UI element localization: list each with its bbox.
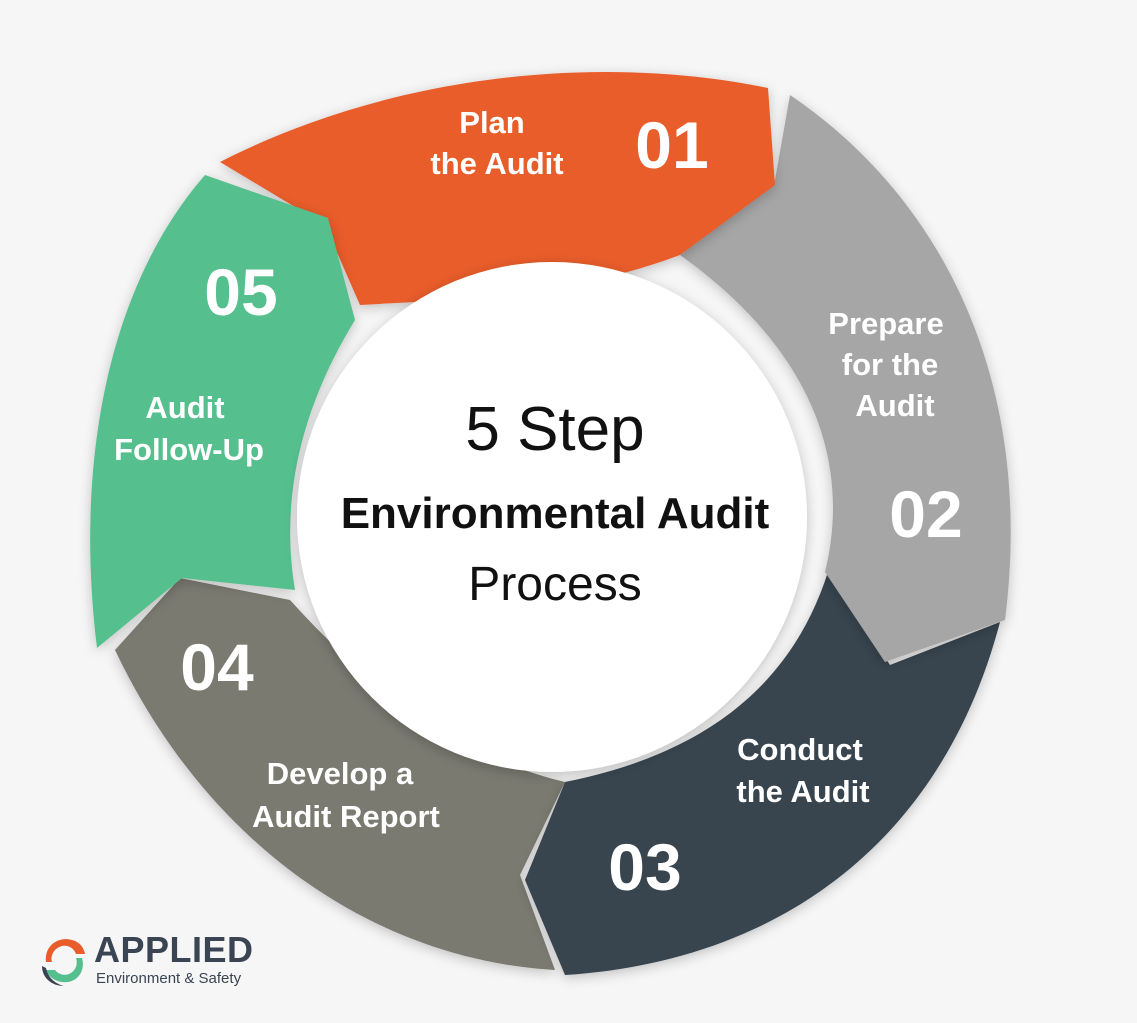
step-02-label-line1: Prepare xyxy=(828,306,943,341)
step-04-label-line2: Audit Report xyxy=(252,799,440,834)
segment-03 xyxy=(525,572,1000,975)
logo-title: APPLIED xyxy=(94,929,254,970)
step-05-label-line1: Audit xyxy=(145,390,224,425)
step-01-label-line1: Plan xyxy=(459,105,524,140)
applied-logo: APPLIED Environment & Safety xyxy=(36,930,276,1000)
center-title-line1: 5 Step xyxy=(465,395,644,464)
segment-05 xyxy=(90,175,355,648)
applied-logo-mark-icon xyxy=(42,939,85,986)
step-04-number: 04 xyxy=(180,630,254,704)
center-title-line3: Process xyxy=(468,558,641,611)
step-05-number: 05 xyxy=(204,255,277,329)
step-02-number: 02 xyxy=(889,477,962,551)
step-03-label-line1: Conduct xyxy=(737,732,863,767)
step-02-label-line2: for the xyxy=(842,347,938,382)
logo-subtitle: Environment & Safety xyxy=(96,970,242,987)
segment-02 xyxy=(680,95,1011,662)
center-title-line2: Environmental Audit xyxy=(341,489,770,538)
step-04-label-line1: Develop a xyxy=(267,756,414,791)
segment-04 xyxy=(115,578,565,970)
center-circle xyxy=(297,262,807,772)
step-05-label-line2: Follow-Up xyxy=(114,432,264,467)
step-02-label-line3: Audit xyxy=(855,388,934,423)
segment-01 xyxy=(220,72,775,305)
step-01-number: 01 xyxy=(635,108,708,182)
step-03-number: 03 xyxy=(608,830,681,904)
step-03-label-line2: the Audit xyxy=(736,774,869,809)
step-01-label-line2: the Audit xyxy=(430,146,563,181)
